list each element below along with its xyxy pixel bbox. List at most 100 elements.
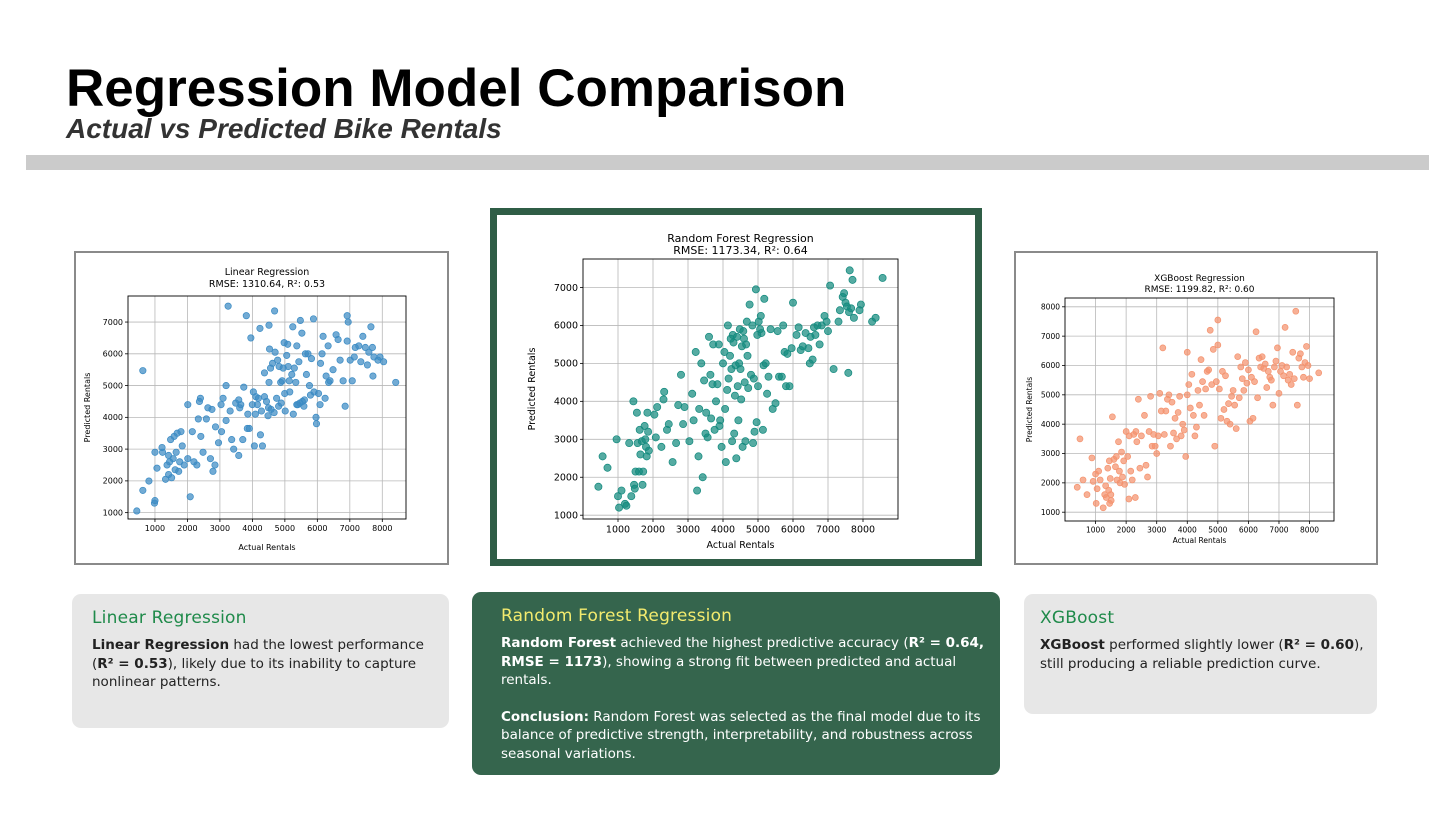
- data-point: [293, 342, 301, 350]
- data-point: [847, 304, 856, 313]
- data-point: [1297, 350, 1304, 358]
- data-point: [304, 350, 312, 358]
- data-point: [1267, 376, 1275, 384]
- data-point: [281, 407, 289, 415]
- data-point: [1200, 412, 1208, 419]
- data-point: [1225, 400, 1232, 407]
- data-point: [789, 298, 797, 307]
- data-point: [1191, 432, 1199, 440]
- data-point: [1237, 363, 1245, 371]
- data-point: [1229, 387, 1237, 394]
- data-point: [1197, 356, 1205, 363]
- data-point: [751, 285, 760, 294]
- rf-card-conclusion: Conclusion: Random Forest was selected a…: [501, 708, 988, 764]
- data-point: [779, 321, 788, 330]
- x-tick-label: 7000: [1269, 526, 1288, 535]
- data-point: [733, 332, 741, 341]
- data-point: [341, 402, 349, 410]
- data-point: [300, 396, 308, 404]
- data-point: [1269, 401, 1277, 409]
- data-point: [643, 408, 652, 417]
- x-tick-label: 1000: [1086, 526, 1105, 535]
- data-point: [316, 401, 324, 409]
- data-point: [1106, 475, 1114, 482]
- data-point: [804, 344, 813, 353]
- data-point: [1121, 480, 1128, 488]
- data-point: [367, 323, 375, 331]
- xgb-card-model: XGBoost: [1040, 637, 1105, 653]
- data-point: [1160, 431, 1168, 438]
- data-point: [644, 427, 653, 436]
- data-point: [835, 306, 844, 315]
- data-point: [1214, 316, 1222, 324]
- y-tick-label: 3000: [1041, 449, 1060, 458]
- data-point: [1304, 362, 1312, 369]
- data-point: [653, 403, 662, 411]
- data-point: [629, 397, 638, 406]
- data-point: [734, 416, 743, 425]
- data-point: [324, 342, 332, 350]
- data-point: [1095, 467, 1102, 475]
- data-point: [1185, 381, 1193, 388]
- data-point: [749, 439, 758, 448]
- data-point: [680, 403, 689, 411]
- data-point: [153, 464, 161, 472]
- data-point: [251, 410, 259, 418]
- data-point: [1275, 390, 1283, 397]
- data-point: [1131, 494, 1139, 501]
- x-tick-label: 2000: [1117, 526, 1136, 535]
- data-point: [822, 317, 831, 326]
- data-point: [1263, 384, 1271, 391]
- data-point: [716, 416, 725, 425]
- data-point: [1216, 385, 1223, 393]
- rf-card-text-1: achieved the highest predictive accuracy…: [616, 635, 909, 651]
- y-tick-label: 3000: [554, 435, 578, 446]
- rf-card-model: Random Forest: [501, 635, 617, 651]
- data-point: [292, 378, 300, 386]
- chart-subtitle: RMSE: 1310.64, R²: 0.53: [209, 279, 325, 290]
- data-point: [254, 394, 262, 402]
- data-point: [737, 395, 746, 404]
- data-point: [260, 369, 269, 377]
- data-point: [376, 353, 384, 361]
- data-point: [1113, 453, 1120, 460]
- data-point: [1214, 341, 1222, 349]
- y-tick-label: 6000: [1041, 361, 1060, 370]
- data-point: [757, 329, 766, 337]
- data-point: [1138, 432, 1145, 440]
- data-point: [224, 302, 232, 310]
- data-point: [283, 351, 291, 359]
- rf-card-conclusion-text: Random Forest was selected as the final …: [501, 708, 981, 762]
- data-point: [139, 367, 147, 375]
- data-point: [1104, 464, 1112, 472]
- data-point: [1243, 379, 1251, 387]
- data-point: [1220, 406, 1228, 413]
- data-point: [1076, 435, 1084, 443]
- data-point: [211, 423, 220, 431]
- data-point: [302, 370, 310, 379]
- rf-card-metric: R² = 0.64, RMSE = 1173: [501, 635, 985, 670]
- data-point: [792, 330, 801, 339]
- xgboost-card: XGBoost XGBoost performed slightly lower…: [1024, 594, 1377, 714]
- data-point: [829, 365, 838, 374]
- data-point: [777, 372, 786, 381]
- data-point: [1183, 391, 1191, 399]
- x-axis-label: Actual Rentals: [1173, 536, 1227, 545]
- data-point: [1300, 373, 1307, 381]
- y-tick-label: 4000: [1041, 420, 1060, 429]
- linear-regression-chart: Linear Regression RMSE: 1310.64, R²: 0.53…: [74, 251, 449, 565]
- data-point: [211, 461, 219, 469]
- data-point: [743, 351, 752, 360]
- data-point: [1202, 385, 1209, 393]
- data-point: [808, 355, 817, 364]
- linear-card-text-1: had the lowest performance (: [92, 637, 424, 672]
- data-point: [1183, 348, 1191, 356]
- data-point: [1292, 307, 1300, 315]
- x-tick-label: 1000: [145, 524, 165, 533]
- data-point: [326, 377, 334, 385]
- data-point: [1162, 407, 1170, 415]
- data-point: [1174, 409, 1182, 416]
- data-point: [363, 361, 371, 369]
- data-point: [1290, 375, 1298, 383]
- data-point: [350, 353, 358, 361]
